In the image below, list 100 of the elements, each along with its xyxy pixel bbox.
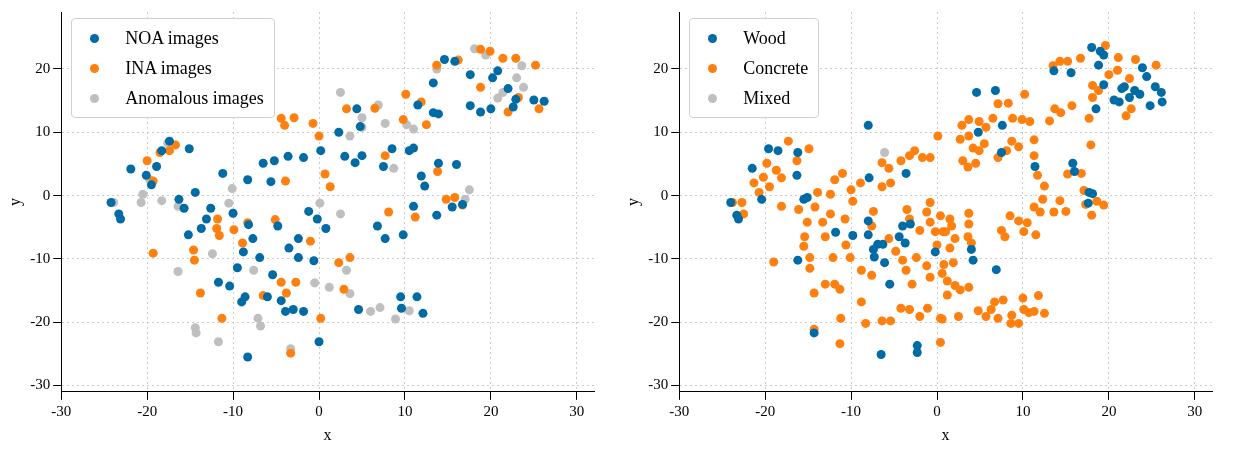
point (213, 337, 223, 347)
point (384, 207, 394, 217)
point (227, 184, 237, 194)
point (464, 185, 474, 195)
y-tick-label: -20 (30, 313, 51, 330)
point (380, 118, 390, 128)
point (380, 151, 390, 161)
point (224, 198, 234, 208)
point (189, 255, 199, 265)
x-tick-label: 10 (397, 402, 413, 419)
x-tick-label: 20 (1101, 402, 1117, 419)
point (476, 82, 486, 92)
legend-label: Mixed (743, 87, 791, 110)
point (281, 288, 291, 298)
point (316, 313, 326, 323)
legend-label: NOA images (125, 27, 219, 50)
point (342, 104, 351, 114)
point (389, 163, 399, 173)
y-tick-label: 10 (35, 123, 51, 140)
point (410, 212, 420, 222)
y-tick-label: -10 (30, 249, 51, 266)
point (315, 198, 325, 208)
point (213, 214, 223, 224)
y-tick-label: -30 (648, 376, 669, 393)
point (421, 120, 431, 130)
x-axis-title: x (323, 425, 332, 443)
point (253, 313, 263, 323)
y-tick-label: -20 (648, 313, 669, 330)
point (335, 87, 345, 97)
point (441, 194, 451, 204)
legend-label: INA images (125, 57, 212, 80)
point (256, 321, 266, 331)
point (142, 156, 152, 166)
x-tick-label: 0 (315, 402, 323, 419)
point (207, 249, 217, 259)
y-tick-label: 20 (35, 59, 51, 76)
point (136, 198, 146, 208)
point (189, 245, 199, 255)
point (280, 120, 290, 130)
point (212, 223, 222, 233)
point (289, 113, 299, 123)
y-axis-title: y (5, 197, 24, 206)
point (409, 124, 419, 134)
y-tick-label: -10 (648, 249, 669, 266)
point (276, 277, 286, 287)
y-tick-label: -30 (30, 376, 51, 393)
point (517, 61, 527, 71)
x-tick-label: -10 (841, 402, 862, 419)
x-tick-label: -10 (223, 402, 244, 419)
point (229, 225, 239, 235)
point (401, 89, 411, 99)
y-tick-label: 20 (653, 59, 669, 76)
point (324, 282, 334, 292)
x-tick-label: -30 (51, 402, 72, 419)
point (345, 253, 355, 263)
point (214, 230, 224, 240)
point (217, 313, 227, 323)
point (485, 46, 495, 56)
y-tick-label: 0 (660, 186, 669, 203)
x-tick-label: 20 (483, 402, 499, 419)
point (345, 289, 355, 299)
point (305, 236, 315, 246)
point (291, 277, 301, 287)
x-tick-label: 10 (1015, 402, 1031, 419)
x-tick-label: -30 (669, 402, 690, 419)
point (249, 265, 259, 275)
point (191, 328, 201, 338)
point (157, 196, 167, 206)
point (432, 60, 442, 70)
point (433, 167, 443, 177)
point (320, 169, 330, 179)
point (375, 303, 385, 313)
point (511, 53, 521, 63)
point (195, 288, 205, 298)
legend-label: Wood (743, 27, 786, 50)
point (314, 131, 324, 141)
point (173, 267, 183, 277)
legend-label: Anomalous images (125, 87, 264, 110)
point (531, 60, 541, 70)
point (450, 192, 460, 202)
point (148, 248, 158, 258)
point (534, 104, 544, 114)
x-tick-label: -20 (755, 402, 776, 419)
x-tick-label: 30 (569, 402, 585, 419)
y-tick-label: 10 (653, 123, 669, 140)
point (276, 113, 286, 123)
y-tick-label: 0 (42, 186, 51, 203)
point (138, 189, 148, 199)
point (335, 209, 345, 219)
point (325, 182, 335, 192)
x-tick-label: -20 (137, 402, 158, 419)
y-axis-title: y (623, 197, 642, 206)
point (512, 73, 522, 83)
point (357, 113, 367, 123)
point (493, 93, 503, 103)
point (366, 306, 376, 316)
point (334, 258, 344, 268)
point (398, 115, 408, 125)
point (238, 238, 248, 248)
point (390, 314, 400, 324)
